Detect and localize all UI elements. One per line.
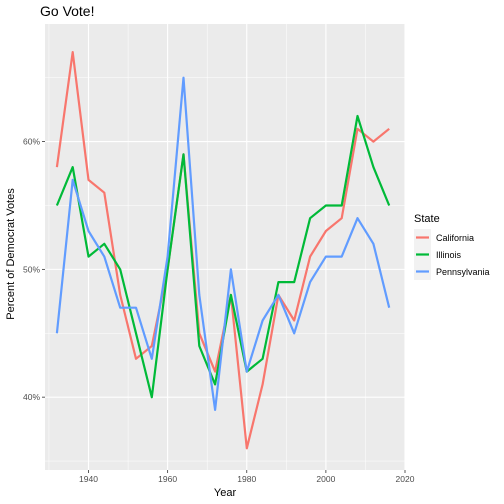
x-axis: 1940 1960 1980 2000 2020 <box>79 470 415 484</box>
y-tick-label: 60% <box>23 137 40 147</box>
y-tick-label: 50% <box>23 264 40 274</box>
legend-label-california: California <box>436 233 474 243</box>
y-tick-label: 40% <box>23 392 40 402</box>
y-axis: 40% 50% 60% <box>23 137 45 402</box>
y-axis-title: Percent of Democrat Votes <box>5 188 17 320</box>
x-tick-label: 1960 <box>158 474 177 484</box>
series-line-pennsylvania <box>55 76 391 411</box>
legend-label-pennsylvania: Pennsylvania <box>436 267 490 277</box>
series-lines <box>55 50 391 450</box>
chart-title: Go Vote! <box>40 3 94 19</box>
legend-label-illinois: Illinois <box>436 250 462 260</box>
x-tick-label: 1940 <box>79 474 98 484</box>
x-tick-label: 1980 <box>237 474 256 484</box>
x-tick-label: 2000 <box>316 474 335 484</box>
legend: State California Illinois Pennsylvania <box>414 213 490 280</box>
x-axis-title: Year <box>214 487 237 499</box>
x-tick-label: 2020 <box>396 474 415 484</box>
legend-title: State <box>414 213 440 225</box>
